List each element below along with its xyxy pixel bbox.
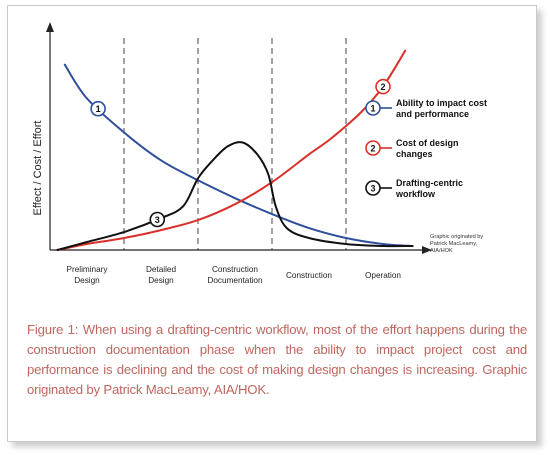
figure-caption: Figure 1: When using a drafting-centric … bbox=[27, 322, 527, 397]
legend-marker-number-2: 2 bbox=[370, 144, 375, 154]
legend-item-1: 1 Ability to impact cost and performance bbox=[365, 98, 487, 119]
legend: 1 Ability to impact cost and performance 2 C… bbox=[365, 98, 487, 199]
phase-dividers bbox=[123, 38, 347, 250]
curve-marker-circle-1 bbox=[90, 100, 106, 117]
x-axis-arrow bbox=[422, 246, 432, 254]
cost-of-change-curve bbox=[56, 49, 407, 251]
curve-marker-label-3: 3 bbox=[155, 215, 160, 225]
drafting-workflow-curve bbox=[56, 141, 414, 251]
phase-label-2: Detailed Design bbox=[146, 265, 176, 285]
curve-marker-2: 2 bbox=[375, 78, 391, 95]
axes bbox=[46, 22, 432, 254]
y-axis-label: Effect / Cost / Effort bbox=[32, 121, 44, 216]
legend-item-2: 2 Cost of design changes bbox=[365, 138, 459, 159]
legend-label-2: Cost of design changes bbox=[396, 138, 459, 159]
legend-item-3: 3 Drafting-centric workflow bbox=[365, 178, 463, 199]
graphic-credit: Graphic originated by Patrick MacLeamy, AI… bbox=[430, 234, 483, 254]
curve-marker-label-1: 1 bbox=[96, 104, 101, 114]
legend-label-3: Drafting-centric workflow bbox=[395, 178, 463, 199]
curve-marker-label-2: 2 bbox=[380, 82, 385, 92]
credit-text: Graphic originated by Patrick MacLeamy, AI… bbox=[430, 234, 483, 254]
phase-label-3: Construction Documentation bbox=[207, 265, 263, 285]
series-layer bbox=[56, 49, 414, 251]
y-axis-arrow bbox=[46, 22, 54, 32]
phase-label-5: Operation bbox=[365, 271, 401, 280]
legend-marker-number-1: 1 bbox=[370, 104, 375, 114]
legend-marker-number-3: 3 bbox=[370, 184, 375, 194]
curve-marker-circle-3 bbox=[149, 211, 166, 228]
curve-marker-circle-2 bbox=[375, 78, 391, 95]
curve-marker-3: 3 bbox=[149, 211, 166, 228]
phase-labels: Preliminary Design Detailed Design Construct… bbox=[67, 265, 402, 285]
phase-label-1: Preliminary Design bbox=[67, 265, 109, 285]
ability-curve bbox=[63, 63, 414, 247]
markers-layer: 1 2 3 bbox=[90, 78, 391, 228]
legend-label-1: Ability to impact cost and performance bbox=[396, 98, 487, 119]
phase-label-4: Construction bbox=[286, 271, 332, 280]
curve-marker-1: 1 bbox=[90, 100, 106, 117]
